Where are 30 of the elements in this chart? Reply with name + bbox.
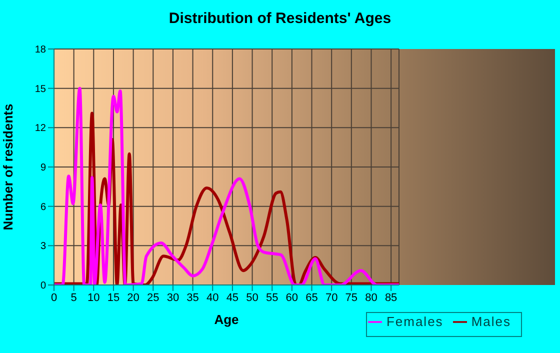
x-tick-label: 10 — [88, 292, 100, 304]
y-tick-label: 15 — [34, 84, 46, 95]
x-tick-label: 50 — [246, 292, 258, 304]
chart-title: Distribution of Residents' Ages — [168, 10, 392, 27]
x-tick-label: 65 — [306, 292, 318, 304]
y-tick-label: 0 — [40, 280, 46, 292]
x-tick-label: 60 — [286, 292, 298, 304]
x-tick-label: 40 — [206, 292, 219, 304]
x-tick-label: 85 — [384, 292, 398, 304]
x-tick-label: 55 — [266, 292, 278, 304]
x-tick-label: 45 — [226, 292, 239, 304]
y-axis-title: Number of residents — [0, 104, 16, 230]
x-tick-label: 30 — [166, 292, 180, 304]
x-tick-label: 35 — [186, 292, 199, 304]
x-tick-label: 20 — [127, 292, 140, 304]
x-tick-label: 15 — [107, 292, 120, 304]
x-axis-title: Age — [214, 312, 239, 328]
y-tick-label: 9 — [40, 162, 46, 174]
x-tick-label: 0 — [50, 292, 58, 304]
y-tick-label: 3 — [40, 241, 46, 252]
y-tick-label: 6 — [40, 202, 46, 213]
x-tick-label: 80 — [365, 292, 378, 304]
legend-label: Males — [471, 314, 511, 329]
legend-label: Females — [386, 314, 444, 329]
x-tick-label: 5 — [70, 292, 77, 304]
x-tick-label: 25 — [147, 292, 160, 304]
x-tick-label: 70 — [325, 292, 338, 304]
y-tick-label: 18 — [34, 44, 46, 56]
y-tick-label: 12 — [34, 123, 46, 134]
x-tick-label: 75 — [345, 292, 358, 304]
